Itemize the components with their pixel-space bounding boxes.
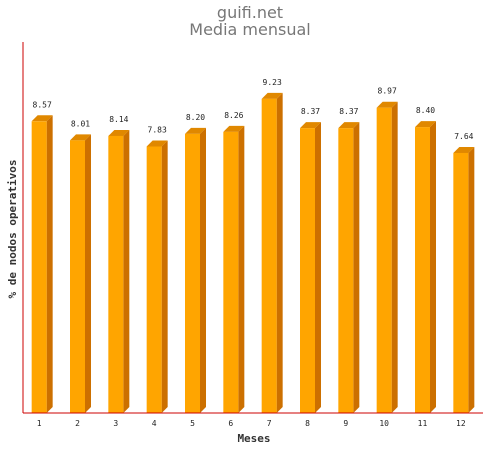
data-label: 8.20 — [186, 113, 205, 122]
bar-front — [376, 107, 392, 413]
bar-side — [391, 101, 398, 413]
data-label: 8.01 — [71, 119, 90, 128]
bar-top — [261, 92, 283, 99]
bar-front — [70, 140, 85, 413]
data-label: 8.14 — [109, 115, 128, 124]
x-tick-label: 6 — [228, 419, 233, 428]
bar-front — [185, 133, 200, 413]
bar-9 — [338, 122, 360, 413]
bar-top — [223, 125, 245, 132]
bar-side — [85, 134, 91, 413]
bar-top — [108, 129, 130, 136]
x-tick-label: 4 — [152, 419, 157, 428]
bar-10 — [376, 101, 398, 413]
bar-front — [223, 131, 239, 414]
data-label: 8.37 — [301, 107, 320, 116]
bar-side — [200, 127, 206, 414]
bar-side — [353, 122, 360, 413]
x-tick-label: 5 — [190, 419, 195, 428]
bar-side — [468, 146, 475, 413]
bar-front — [415, 127, 430, 414]
data-label: 8.40 — [416, 106, 435, 115]
x-tick-label: 2 — [75, 419, 80, 428]
x-tick-label: 1 — [37, 419, 42, 428]
bar-4 — [146, 140, 168, 413]
bar-top — [185, 127, 206, 134]
bar-side — [430, 121, 436, 414]
bar-front — [338, 128, 354, 413]
bar-front — [108, 135, 124, 413]
bar-side — [238, 125, 245, 414]
x-tick-label: 3 — [113, 419, 118, 428]
data-label: 9.23 — [263, 78, 282, 87]
bars-group: 8.57 8.01 8.14 7.83 8.20 8.26 9.23 8.37 8.37 8.97… — [31, 78, 475, 414]
bar-8 — [300, 122, 321, 413]
x-tick-label: 10 — [379, 419, 389, 428]
bar-12 — [453, 146, 475, 413]
data-label: 7.64 — [454, 132, 473, 141]
x-tick-label: 9 — [343, 419, 348, 428]
data-label: 7.83 — [148, 125, 167, 134]
chart-subtitle: Media mensual — [189, 20, 311, 39]
bar-top — [338, 122, 360, 129]
x-tick-label: 12 — [456, 419, 466, 428]
bar-front — [261, 98, 277, 414]
bar-side — [315, 122, 321, 413]
bar-11 — [415, 121, 436, 414]
bar-top — [31, 115, 53, 122]
data-label: 8.97 — [378, 87, 397, 96]
bar-side — [123, 129, 130, 413]
bar-3 — [108, 129, 130, 413]
bar-2 — [70, 134, 91, 413]
chart-title: guifi.net — [216, 3, 284, 22]
bar-top — [70, 134, 91, 141]
bar-top — [453, 146, 475, 153]
x-tick-label: 7 — [267, 419, 272, 428]
bar-side — [46, 115, 53, 413]
x-tick-label: 11 — [418, 419, 428, 428]
bar-side — [161, 140, 168, 413]
bar-1 — [31, 115, 53, 413]
x-axis-label: Meses — [237, 432, 270, 445]
x-tick-label: 8 — [305, 419, 310, 428]
bar-top — [146, 140, 168, 147]
bar-top — [376, 101, 398, 108]
data-label: 8.57 — [33, 100, 52, 109]
y-axis-label: % de nodos operativos — [6, 159, 19, 298]
data-label: 8.37 — [339, 107, 358, 116]
bar-5 — [185, 127, 206, 414]
bar-top — [415, 121, 436, 128]
bar-top — [300, 122, 321, 129]
bar-front — [453, 152, 469, 413]
bar-front — [300, 128, 315, 413]
x-ticks-group: 1 2 3 4 5 6 7 8 9 10 11 12 — [37, 419, 466, 428]
bar-7 — [261, 92, 283, 414]
data-label: 8.26 — [224, 111, 243, 120]
bar-front — [31, 121, 47, 413]
bar-6 — [223, 125, 245, 414]
bar-side — [276, 92, 283, 414]
bar-front — [146, 146, 162, 413]
